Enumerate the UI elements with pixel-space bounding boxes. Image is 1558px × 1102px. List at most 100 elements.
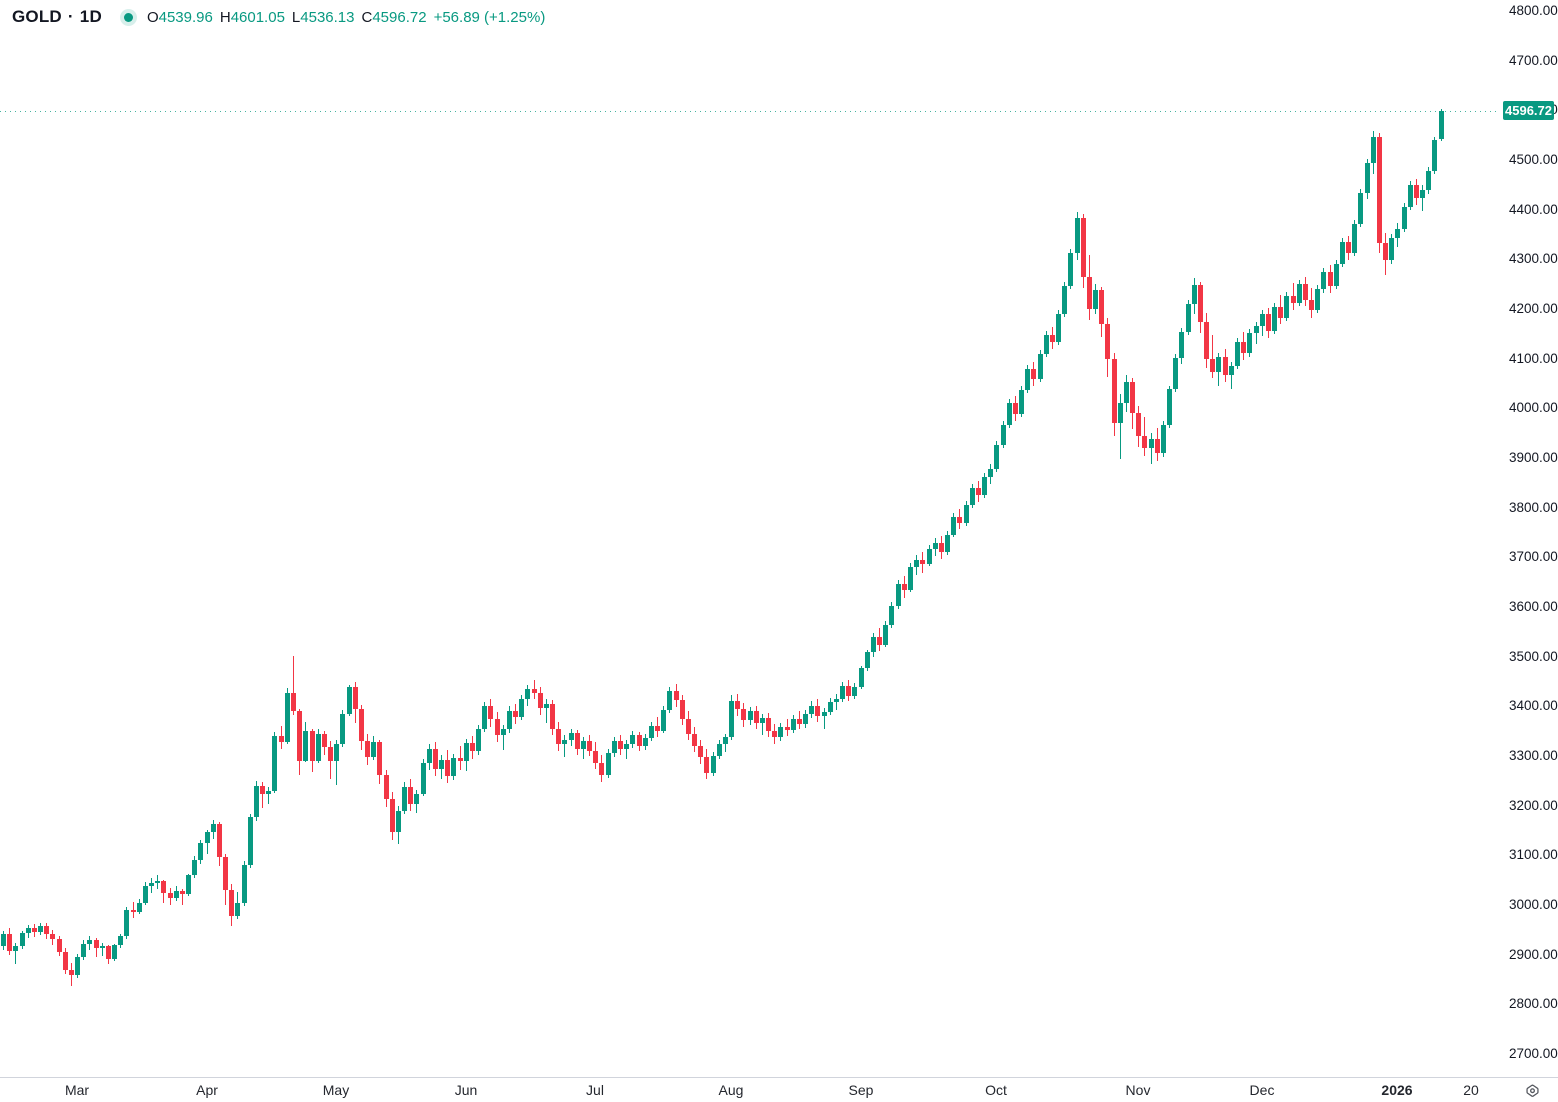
candle-wick <box>1151 433 1152 464</box>
candle-up <box>951 517 956 535</box>
axis-settings-button[interactable] <box>1522 1081 1542 1101</box>
candle-down <box>754 711 759 723</box>
candle-up <box>87 940 92 944</box>
candle-up <box>643 738 648 746</box>
candle-up <box>1229 366 1234 375</box>
candle-down <box>168 893 173 898</box>
candle-up <box>778 727 783 737</box>
candle-up <box>248 817 253 865</box>
market-status-dot[interactable] <box>123 12 133 22</box>
price-tick-label: 4400.00 <box>1509 202 1558 217</box>
candle-up <box>1149 439 1154 448</box>
candle-down <box>599 763 604 775</box>
ohlc-low-value: 4536.13 <box>300 8 355 26</box>
candle-down <box>698 746 703 757</box>
candle-down <box>1142 436 1147 448</box>
candle-up <box>198 843 203 860</box>
candle-down <box>1241 342 1246 353</box>
ohlc-low-label: L <box>291 8 301 26</box>
candle-down <box>655 726 660 731</box>
candle-down <box>1328 272 1333 286</box>
candlestick-chart[interactable] <box>0 0 1496 1077</box>
candle-up <box>451 758 456 776</box>
candle-up <box>20 933 25 946</box>
price-axis[interactable]: 4800.004700.004600.004500.004400.004300.… <box>1496 0 1558 1077</box>
candle-down <box>513 711 518 717</box>
candle-up <box>100 946 105 948</box>
ohlc-open: O4539.96 <box>147 9 213 26</box>
candle-up <box>285 693 290 742</box>
time-tick-label: Mar <box>64 1082 90 1098</box>
ohlc-open-value: 4539.96 <box>158 8 213 26</box>
candle-down <box>1112 359 1117 423</box>
candle-down <box>390 799 395 832</box>
candle-down <box>692 734 697 746</box>
candle-up <box>1272 307 1277 331</box>
candle-up <box>316 734 321 761</box>
candle-down <box>131 910 136 912</box>
candle-wick <box>546 699 547 723</box>
candle-up <box>1284 296 1289 318</box>
candle-up <box>38 926 43 932</box>
price-tick-label: 3200.00 <box>1509 798 1558 813</box>
ohlc-low: L4536.13 <box>292 9 355 26</box>
candle-down <box>587 741 592 751</box>
candle-up <box>908 567 913 590</box>
time-tick-label: Nov <box>1125 1082 1151 1098</box>
candle-up <box>896 584 901 606</box>
price-tick-label: 2900.00 <box>1509 947 1558 962</box>
candle-up <box>840 686 845 699</box>
candle-up <box>371 742 376 757</box>
candle-wick <box>268 787 269 804</box>
candle-down <box>575 733 580 749</box>
candle-up <box>254 786 259 817</box>
candle-up <box>303 731 308 761</box>
change-value: +56.89 (+1.25%) <box>433 8 546 26</box>
last-price-tag: 4596.72 <box>1503 101 1554 120</box>
candle-wick <box>1231 362 1232 389</box>
symbol-title[interactable]: GOLD · 1D <box>12 7 102 27</box>
candle-up <box>927 549 932 564</box>
candle-up <box>143 886 148 903</box>
candle-up <box>525 689 530 699</box>
candle-down <box>50 934 55 939</box>
candle-wick <box>336 740 337 785</box>
price-tick-label: 3800.00 <box>1509 500 1558 515</box>
time-axis[interactable]: Mar Apr May Jun Jul Aug Sep Oct Nov Dec 2026 20 <box>0 1077 1558 1102</box>
candle-up <box>612 741 617 753</box>
candles-layer <box>1 109 1444 986</box>
candle-down <box>593 751 598 763</box>
candle-up <box>1161 425 1166 453</box>
candle-up <box>1093 290 1098 309</box>
candle-down <box>495 719 500 735</box>
ohlc-readout: O4539.96 H4601.05 L4536.13 C4596.72 +56.… <box>147 9 552 26</box>
candle-down <box>797 719 802 724</box>
candle-up <box>729 701 734 737</box>
candle-down <box>1050 335 1055 342</box>
candle-up <box>1124 382 1129 403</box>
time-tick-label: 20 <box>1463 1082 1479 1098</box>
candle-up <box>852 687 857 696</box>
candle-down <box>359 709 364 741</box>
candle-up <box>1389 238 1394 260</box>
candle-up <box>871 637 876 652</box>
candle-down <box>1414 185 1419 198</box>
candle-up <box>427 749 432 763</box>
candle-up <box>711 756 716 773</box>
price-tick-label: 3100.00 <box>1509 847 1558 862</box>
candle-up <box>112 945 117 959</box>
candle-up <box>1315 289 1320 310</box>
ohlc-close-label: C <box>361 8 373 26</box>
candle-up <box>1192 285 1197 304</box>
candle-down <box>939 543 944 552</box>
candle-down <box>680 700 685 719</box>
candle-down <box>686 719 691 734</box>
candle-down <box>1346 242 1351 253</box>
candle-down <box>846 686 851 696</box>
candle-down <box>1013 403 1018 414</box>
candle-down <box>766 718 771 731</box>
title-separator: · <box>67 7 74 26</box>
candle-down <box>458 758 463 761</box>
candle-down <box>297 711 302 761</box>
candle-down <box>1136 413 1141 436</box>
